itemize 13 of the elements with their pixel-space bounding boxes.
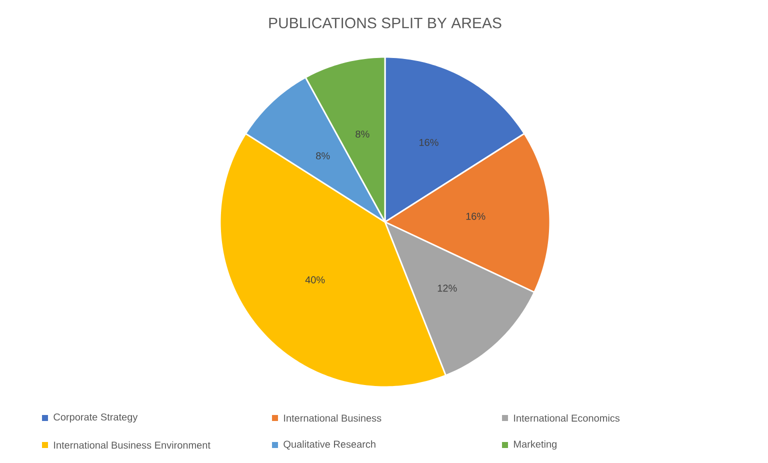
data-label: 8% [316, 152, 330, 160]
legend-label: Corporate Strategy [54, 413, 138, 423]
legend-label: Qualitative Research [284, 440, 376, 450]
data-label: 12% [438, 284, 457, 292]
data-label: 16% [419, 138, 438, 146]
data-label: 16% [466, 212, 486, 220]
chart-title: PUBLICATIONS SPLIT BY AREAS [269, 18, 502, 28]
legend-label: International Economics [514, 414, 620, 422]
legend-label: International Business [284, 414, 382, 422]
legend-label: International Business Environment [54, 441, 210, 449]
data-label: 40% [305, 276, 325, 284]
legend-label: Marketing [514, 440, 556, 450]
data-label: 8% [356, 130, 370, 138]
